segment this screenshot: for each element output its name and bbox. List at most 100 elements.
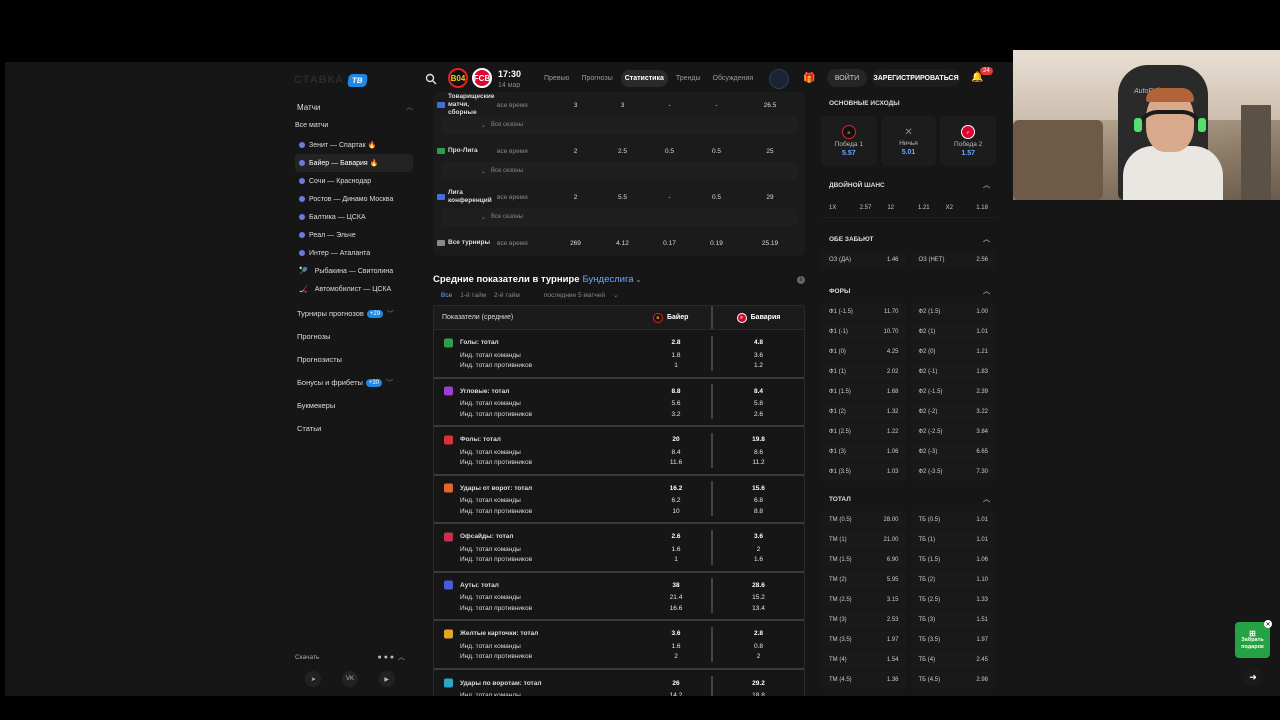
stat-cell: 5.5 <box>617 193 628 201</box>
odd-cell[interactable]: ТБ (2) 1.10 <box>910 571 996 589</box>
odd-cell[interactable]: ТМ (1.5) 6.90 <box>821 551 907 569</box>
odd-cell[interactable]: ТБ (4) 2.45 <box>910 651 996 669</box>
odd-cell[interactable]: ТМ (2.5) 3.15 <box>821 591 907 609</box>
odd-cell[interactable]: Ф2 (1) 1.01 <box>910 323 996 341</box>
odd-value: 1.33 <box>976 597 988 603</box>
tab-trends[interactable]: Тренды <box>675 75 701 82</box>
bell-icon[interactable]: 🔔 <box>971 72 984 83</box>
odd-cell[interactable]: Ф2 (0) 1.21 <box>910 343 996 361</box>
home-value: 16.6 <box>669 604 683 612</box>
login-button[interactable]: ВОЙТИ <box>827 69 867 87</box>
outcome-draw[interactable]: ✕ Ничья 5.01 <box>880 116 937 166</box>
sidebar-match-sochi-krasnodar[interactable]: Сочи — Краснодар <box>295 172 413 190</box>
site-logo[interactable]: СТАВКА ТВ <box>294 72 368 88</box>
gift-icon[interactable]: 🎁 <box>803 73 816 84</box>
filter-all[interactable]: Все <box>441 291 453 299</box>
all-seasons-toggle[interactable]: ⌄ Все сезоны <box>441 162 797 180</box>
tab-preview[interactable]: Превью <box>544 75 570 82</box>
odd-cell[interactable]: ТМ (0.5) 28.00 <box>821 511 907 529</box>
sidebar-match-zenit-spartak[interactable]: Зенит — Спартак 🔥 <box>295 136 413 154</box>
odd-cell[interactable]: Ф1 (-1.5) 11.70 <box>821 303 907 321</box>
sidebar-item-bookmakers[interactable]: Букмекеры <box>295 394 413 417</box>
outcome-away[interactable]: F Победа 2 1.57 <box>940 116 997 166</box>
odd-cell[interactable]: ТБ (1.5) 1.06 <box>910 551 996 569</box>
tab-discussions[interactable]: Обсуждения <box>712 75 754 82</box>
sidebar-match-rybakina-svitolina[interactable]: 🎾 Рыбакина — Свитолина <box>295 262 413 280</box>
both-score-header[interactable]: ОБЕ ЗАБЬЮТ ︿ <box>821 232 996 246</box>
odd-cell[interactable]: Ф2 (1.5) 1.00 <box>910 303 996 321</box>
all-seasons-toggle[interactable]: ⌄ Все сезоны <box>441 116 797 134</box>
odd-both-no[interactable]: ОЗ (НЕТ) 2.56 <box>910 251 996 269</box>
chevron-down-icon: ⌄ <box>635 276 642 284</box>
odd-cell[interactable]: Ф1 (2.5) 1.22 <box>821 423 907 441</box>
odd-cell[interactable]: Ф1 (0) 4.25 <box>821 343 907 361</box>
double-chance-header[interactable]: ДВОЙНОЙ ШАНС ︿ <box>821 178 996 192</box>
live-indicator-icon[interactable] <box>769 69 789 89</box>
scroll-up-button[interactable]: ➜ <box>1243 667 1263 687</box>
stat-group: Угловые: тотал 8.8 8.4 Инд. тотал команды 5.… <box>434 379 804 427</box>
odd-cell[interactable]: Ф2 (-3) 6.65 <box>910 443 996 461</box>
telegram-icon[interactable]: ➤ <box>305 671 322 687</box>
odd-12[interactable]: 12 1.21 <box>879 205 937 211</box>
odd-cell[interactable]: Ф1 (3) 1.06 <box>821 443 907 461</box>
total-header[interactable]: ТОТАЛ ︿ <box>821 492 996 506</box>
odd-cell[interactable]: Ф1 (1.5) 1.68 <box>821 383 907 401</box>
sidebar-matches-header[interactable]: Матчи ︿ <box>295 100 413 114</box>
odd-cell[interactable]: Ф2 (-2.5) 3.84 <box>910 423 996 441</box>
odd-cell[interactable]: ТМ (4.5) 1.36 <box>821 671 907 689</box>
download-row[interactable]: Скачать ● ● ● ︿ <box>295 648 405 666</box>
outcome-home[interactable]: B Победа 1 5.57 <box>821 116 877 166</box>
sidebar-item-forecast-tournaments[interactable]: Турниры прогнозов +29 ﹀ <box>295 302 413 325</box>
register-button[interactable]: ЗАРЕГИСТРИРОВАТЬСЯ <box>872 69 960 87</box>
vk-icon[interactable]: VK <box>341 671 358 687</box>
claim-gift-button[interactable]: ⊞ Забрать подарок <box>1235 622 1270 658</box>
odd-cell[interactable]: ТБ (2.5) 1.33 <box>910 591 996 609</box>
odd-cell[interactable]: ТМ (2) 5.95 <box>821 571 907 589</box>
sidebar-match-bayer-bavaria[interactable]: Байер — Бавария 🔥 <box>295 154 413 172</box>
sidebar-match-avtomobilist-cska[interactable]: 🏒 Автомобилист — ЦСКА <box>295 280 413 298</box>
filter-first-half[interactable]: 1-й тайм <box>460 291 487 299</box>
odd-cell[interactable]: ТБ (1) 1.01 <box>910 531 996 549</box>
sidebar-match-real-elche[interactable]: Реал — Эльче <box>295 226 413 244</box>
filter-second-half[interactable]: 2-й тайм <box>494 291 520 299</box>
league-dropdown[interactable]: Бундеслига <box>582 274 634 285</box>
odd-cell[interactable]: ТМ (3.5) 1.97 <box>821 631 907 649</box>
odd-cell[interactable]: Ф2 (-2) 3.22 <box>910 403 996 421</box>
sidebar-match-baltika-cska[interactable]: Балтика — ЦСКА <box>295 208 413 226</box>
odd-cell[interactable]: Ф2 (-1.5) 2.39 <box>910 383 996 401</box>
search-icon[interactable] <box>425 73 437 85</box>
odd-cell[interactable]: ТБ (3.5) 1.97 <box>910 631 996 649</box>
sidebar-item-bonuses[interactable]: Бонусы и фрибеты +30 ﹀ <box>295 371 413 394</box>
odd-cell[interactable]: Ф1 (1) 2.02 <box>821 363 907 381</box>
close-gift-icon[interactable]: ✕ <box>1264 620 1272 628</box>
odd-cell[interactable]: ТБ (0.5) 1.01 <box>910 511 996 529</box>
sidebar-match-rostov-dinamo[interactable]: Ростов — Динамо Москва <box>295 190 413 208</box>
odd-1x[interactable]: 1X 2.57 <box>821 205 879 211</box>
info-icon[interactable]: i <box>797 275 805 284</box>
odd-x2[interactable]: X2 1.18 <box>938 205 996 211</box>
sidebar-all-matches[interactable]: Все матчи <box>295 122 329 129</box>
odd-cell[interactable]: Ф2 (-3.5) 7.30 <box>910 463 996 481</box>
odd-cell[interactable]: Ф2 (-1) 1.83 <box>910 363 996 381</box>
sidebar-item-forecasts[interactable]: Прогнозы <box>295 325 413 348</box>
handicap-header[interactable]: ФОРЫ ︿ <box>821 284 996 298</box>
odd-cell[interactable]: ТМ (3) 2.53 <box>821 611 907 629</box>
sidebar-item-tipsters[interactable]: Прогнозисты <box>295 348 413 371</box>
odd-cell[interactable]: ТБ (3) 1.51 <box>910 611 996 629</box>
youtube-icon[interactable]: ▶ <box>378 671 395 687</box>
tab-statistics[interactable]: Статистика <box>620 70 668 87</box>
odd-both-yes[interactable]: ОЗ (ДА) 1.46 <box>821 251 907 269</box>
sidebar-match-inter-atalanta[interactable]: Интер — Аталанта <box>295 244 413 262</box>
filter-last-matches[interactable]: последние 5 матчей <box>543 291 605 299</box>
all-seasons-toggle[interactable]: ⌄ Все сезоны <box>441 208 797 226</box>
odd-cell[interactable]: ТБ (4.5) 2.98 <box>910 671 996 689</box>
odd-cell[interactable]: Ф1 (2) 1.32 <box>821 403 907 421</box>
tab-forecasts[interactable]: Прогнозы <box>581 75 613 82</box>
odd-cell[interactable]: Ф1 (-1) 10.70 <box>821 323 907 341</box>
odd-cell[interactable]: ТМ (1) 21.00 <box>821 531 907 549</box>
odd-value: 1.54 <box>886 657 899 663</box>
sidebar-item-articles[interactable]: Статьи <box>295 417 413 440</box>
odds-panel: ОСНОВНЫЕ ИСХОДЫ B Победа 1 5.57 ✕ Ничья 5.01… <box>821 96 997 690</box>
odd-cell[interactable]: Ф1 (3.5) 1.03 <box>821 463 907 481</box>
odd-cell[interactable]: ТМ (4) 1.54 <box>821 651 907 669</box>
